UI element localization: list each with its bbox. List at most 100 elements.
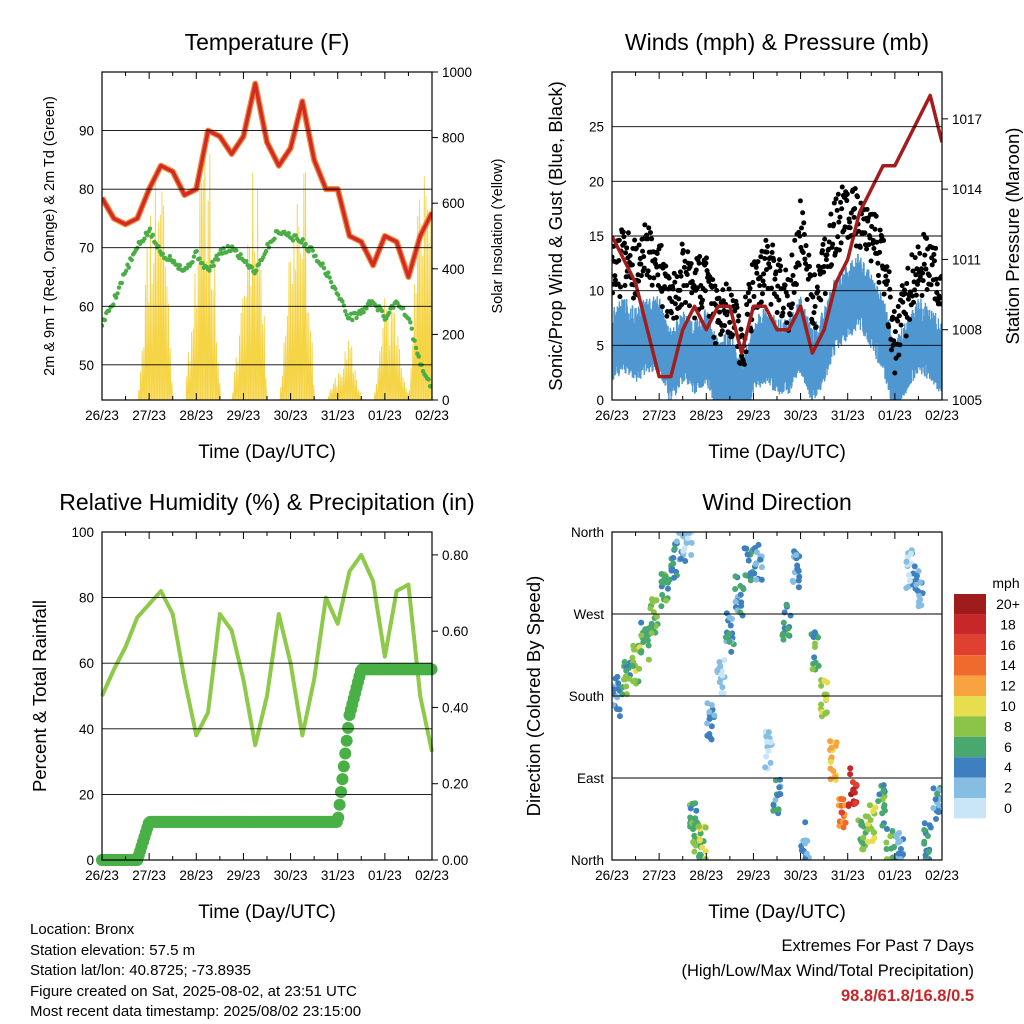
x-tick-label: 02/23 (925, 868, 959, 883)
direction-point (714, 667, 721, 674)
direction-point (868, 825, 875, 832)
direction-point (827, 759, 834, 766)
gust-point (713, 341, 719, 347)
gust-point (743, 349, 749, 355)
direction-point (794, 565, 801, 572)
gust-point (696, 260, 702, 266)
gust-point (896, 313, 902, 319)
direction-point (812, 659, 819, 666)
direction-point (853, 781, 860, 788)
gust-point (837, 214, 843, 220)
direction-point (809, 666, 816, 673)
direction-point (757, 556, 764, 563)
direction-point (743, 545, 750, 552)
gust-point (712, 283, 718, 289)
direction-point (785, 632, 792, 639)
precip-point (332, 811, 345, 824)
x-tick-label: 31/23 (321, 408, 355, 423)
gust-point (933, 245, 939, 251)
y-right-tick-label: 0.00 (442, 853, 468, 868)
direction-point (783, 602, 790, 609)
gust-point (672, 279, 678, 285)
direction-point (645, 656, 652, 663)
gust-point (784, 320, 790, 326)
direction-point (763, 733, 770, 740)
dewpoint-point (313, 253, 318, 259)
direction-point (935, 808, 942, 815)
dewpoint-point (167, 253, 173, 259)
gust-point (855, 194, 861, 200)
dewpoint-point (249, 265, 255, 270)
direction-point (711, 712, 718, 719)
direction-point (619, 691, 626, 698)
gust-point (754, 270, 760, 276)
gust-point (929, 262, 935, 268)
created-text: Figure created on Sat, 2025-08-02, at 23… (30, 982, 357, 1000)
gust-point (757, 283, 763, 289)
gust-point (780, 305, 786, 311)
direction-point (827, 738, 834, 745)
extremes-panel: Extremes For Past 7 Days (High/Low/Max W… (681, 934, 974, 1009)
legend-swatch (954, 655, 986, 676)
direction-point (696, 823, 703, 830)
gust-point (892, 329, 898, 335)
direction-point (629, 663, 636, 670)
direction-point (802, 819, 809, 826)
direction-point (683, 539, 690, 546)
direction-point (880, 782, 887, 789)
gust-point (716, 295, 722, 301)
x-axis-label: Time (Day/UTC) (708, 902, 846, 923)
gust-point (652, 257, 658, 263)
chart-temperature: 26/23 27/23 28/23 29/23 30/23 31/23 01/23 02/23… (42, 29, 506, 463)
y-axis-label: Percent & Total Rainfall (29, 600, 50, 792)
direction-point (649, 599, 656, 606)
y-tick-label: 15 (589, 229, 604, 244)
direction-point (737, 609, 744, 616)
gust-point (641, 254, 647, 260)
gust-point (852, 186, 858, 192)
direction-point (936, 802, 942, 809)
gust-point (928, 282, 934, 288)
gust-point (724, 309, 730, 315)
y-right-tick-label: 0 (442, 393, 450, 408)
gust-point (729, 332, 735, 338)
gust-point (750, 280, 756, 286)
gust-point (680, 248, 686, 254)
direction-point (780, 619, 787, 626)
direction-point (685, 532, 692, 536)
direction-point (615, 680, 622, 687)
gust-point (688, 261, 694, 267)
legend-title: mph (992, 575, 1019, 591)
direction-point (845, 801, 852, 808)
direction-point (644, 637, 651, 644)
gust-point (836, 219, 842, 225)
x-tick-label: 26/23 (85, 408, 119, 423)
direction-point (720, 690, 727, 697)
direction-point (772, 796, 779, 803)
gust-point (852, 206, 858, 212)
gust-point (916, 278, 922, 284)
dewpoint-point (145, 232, 150, 238)
direction-point (781, 609, 788, 616)
direction-point (875, 798, 882, 805)
direction-point (767, 759, 774, 766)
gust-point (624, 245, 630, 251)
gust-point (835, 191, 841, 197)
direction-point (838, 795, 845, 802)
gust-point (828, 211, 834, 217)
gust-point (745, 290, 751, 296)
dewpoint-point (160, 251, 166, 257)
direction-point (860, 834, 867, 841)
gust-point (892, 370, 898, 376)
direction-point (828, 754, 835, 761)
y-tick-label: North (571, 525, 604, 540)
gust-point (814, 284, 820, 290)
gust-point (934, 281, 940, 287)
x-tick-label: 27/23 (132, 868, 166, 883)
dewpoint-point (401, 305, 406, 311)
x-tick-label: 29/23 (737, 408, 771, 423)
station-info: Location: Bronx Station elevation: 57.5 … (30, 920, 361, 1023)
gust-point (655, 272, 661, 278)
y-tick-label: 40 (79, 722, 94, 737)
gust-point (744, 302, 750, 308)
